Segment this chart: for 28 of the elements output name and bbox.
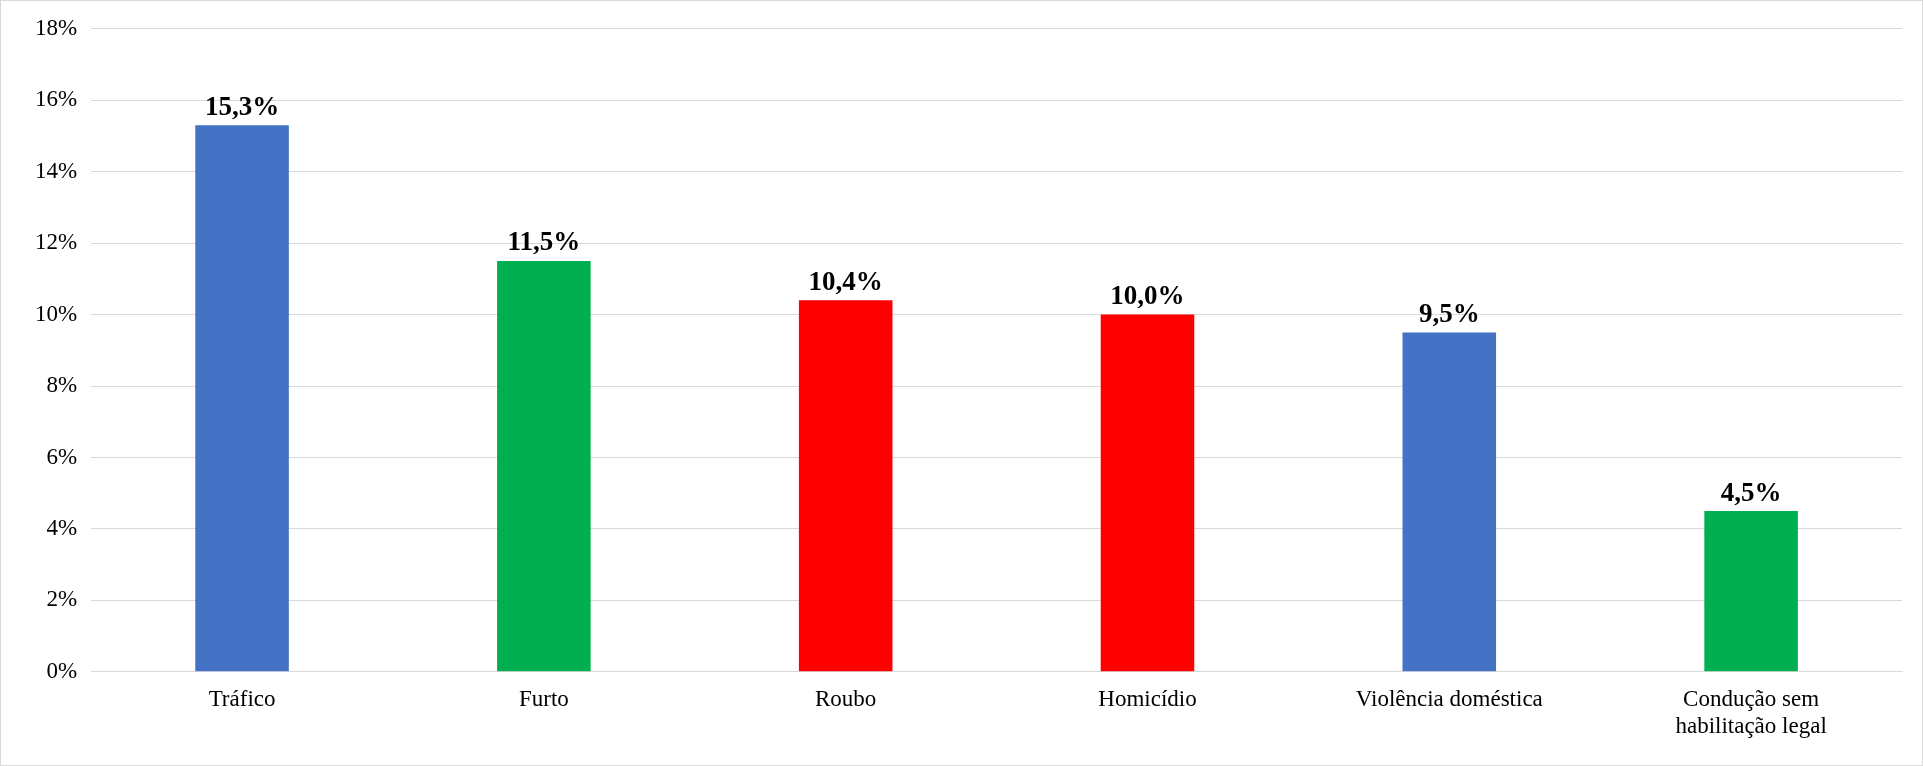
y-tick-label: 2% (46, 586, 78, 612)
y-tick-label: 0% (46, 657, 78, 683)
bar (798, 300, 893, 672)
y-tick-label: 14% (34, 157, 78, 183)
y-tick-label: 12% (34, 229, 78, 255)
bar (1100, 314, 1195, 672)
x-tick-label: Tráfico (208, 685, 276, 711)
bar (1704, 511, 1798, 672)
y-tick-label: 4% (46, 514, 78, 540)
data-label: 15,3% (204, 90, 280, 121)
data-label: 10,4% (808, 265, 883, 296)
bar (195, 125, 289, 672)
data-label: 11,5% (507, 226, 581, 257)
data-label: 10,0% (1110, 280, 1185, 311)
x-tick-label: Roubo (815, 685, 877, 711)
y-tick-label: 10% (34, 300, 78, 326)
data-label: 9,5% (1418, 297, 1480, 328)
data-label: 4,5% (1720, 476, 1782, 507)
y-tick-label: 6% (46, 443, 78, 469)
x-tick-label: Furto (518, 685, 569, 711)
x-tick-label: Violência doméstica (1355, 685, 1543, 711)
x-tick-label: Homicídio (1098, 685, 1197, 711)
x-tick-label: Condução sem habilitação legal (1675, 685, 1827, 739)
y-tick-label: 8% (46, 372, 78, 398)
bar (497, 260, 591, 672)
y-tick-label: 18% (34, 14, 78, 40)
y-tick-label: 16% (34, 86, 78, 112)
bar (1402, 332, 1497, 672)
